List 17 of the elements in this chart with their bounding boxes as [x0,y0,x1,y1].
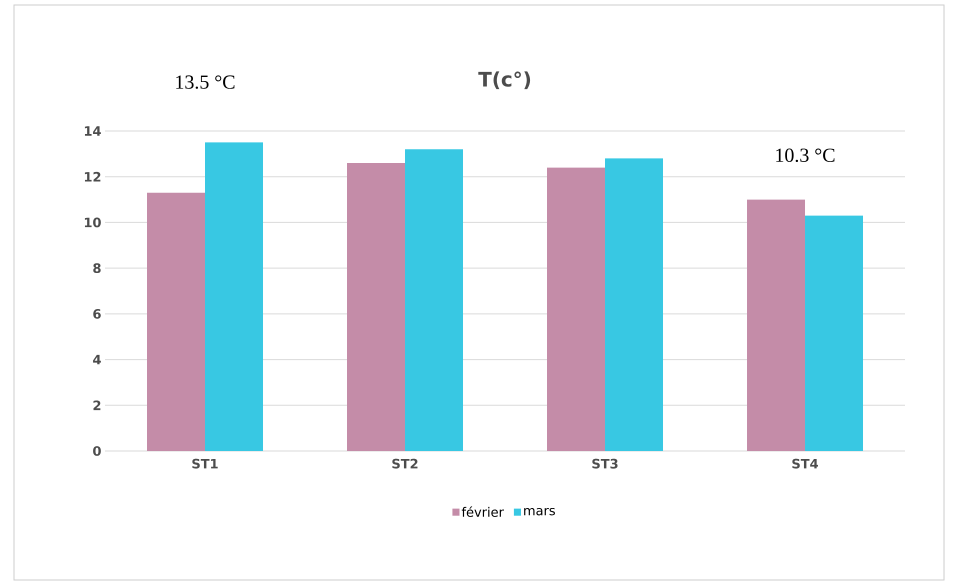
y-tick-label: 10 [84,218,101,228]
annotation: 10.3 °C [776,148,834,162]
y-tick-label: 6 [93,308,101,319]
y-tick-label: 14 [84,126,101,136]
y-tick-label: 4 [93,354,101,364]
chart-title: T(c°) [478,71,530,90]
x-tick-label: ST2 [392,458,418,469]
legend-label: mars [524,508,555,516]
y-tick-label: 2 [94,400,100,410]
y-tick-label: 12 [84,172,100,182]
legend-label: février [462,506,504,517]
y-tick-label: 8 [93,263,101,274]
y-tick-label: 0 [93,446,101,456]
annotation: 13.5 °C [176,75,234,89]
x-tick-label: ST4 [792,458,818,469]
x-tick-label: ST3 [592,458,618,469]
x-tick-label: ST1 [192,458,218,469]
